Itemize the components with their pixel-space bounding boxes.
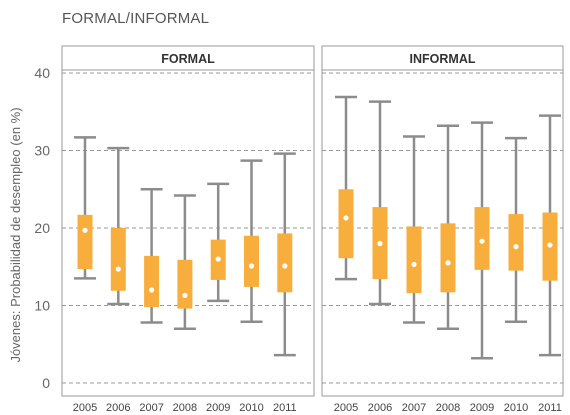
box [406,226,422,294]
box [508,214,524,271]
box [244,235,259,287]
x-tick-label: 2008 [436,402,460,414]
box-marks [74,95,561,360]
box [474,207,490,270]
box-midpoint [215,256,221,262]
box [144,255,160,308]
panel-frame [61,45,315,397]
y-tick-label: 20 [34,220,50,236]
y-axis-label: Jóvenes: Probabilidad de desempleo (en %… [8,107,23,362]
x-tick-label: 2010 [504,402,528,414]
x-tick-label: 2007 [402,402,426,414]
x-tick-label: 2010 [239,402,263,414]
box-midpoint [282,263,288,269]
x-tick-label: 2011 [273,402,297,414]
x-tick-label: 2009 [206,402,230,414]
box [440,223,456,293]
box-midpoint [115,266,121,272]
box-midpoint [513,244,519,250]
x-tick-label: 2006 [368,402,392,414]
x-tick-label: 2006 [106,402,130,414]
panel-frames [61,45,564,397]
box [77,214,93,270]
box [338,189,354,259]
box [177,259,193,309]
figure-title: FORMAL/INFORMAL [62,10,210,27]
panel-title: FORMAL [161,52,215,66]
box-midpoint [411,261,417,268]
box-midpoint [377,240,383,247]
axis-labels: 0 10 20 30 40 FORMAL 2005 2006 2007 2008 2009 2010 2… [34,52,561,414]
box [110,228,126,291]
box-midpoint [343,215,349,221]
y-tick-label: 30 [34,143,50,159]
panel-title: INFORMAL [410,52,476,66]
x-tick-label: 2009 [470,402,494,414]
x-tick-label: 2008 [173,402,197,414]
box-midpoint [82,227,88,233]
box-midpoint [182,292,188,299]
y-tick-label: 10 [34,298,50,314]
y-tick-label: 40 [34,65,50,81]
x-tick-label: 2011 [538,402,562,414]
panel-frame [321,45,564,397]
x-tick-label: 2005 [73,402,97,414]
box-midpoint [479,238,485,244]
box-midpoint [547,242,553,248]
box [277,233,293,293]
box-midpoint [149,287,155,293]
x-tick-label: 2005 [334,402,358,414]
x-tick-label: 2007 [139,402,163,414]
box-midpoint [445,260,451,266]
box-midpoint [248,263,255,269]
y-tick-label: 0 [42,375,50,391]
